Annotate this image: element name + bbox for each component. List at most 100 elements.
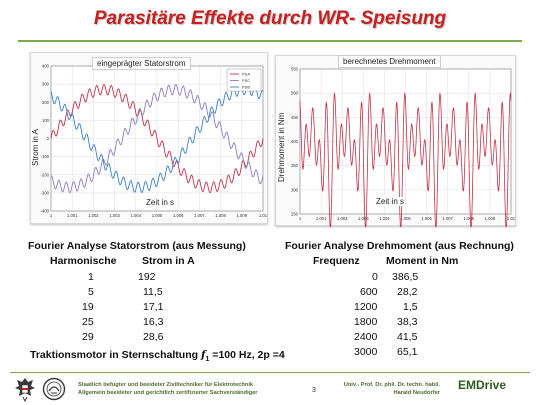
y-tick-label: 350 bbox=[291, 163, 299, 168]
y-tick-label: -200 bbox=[41, 172, 50, 177]
x-tick-label: 1 bbox=[299, 216, 302, 221]
current-v-cell: 11,5 bbox=[143, 286, 163, 298]
footer-author-line2: Harald Neudorfer bbox=[393, 390, 440, 396]
title-divider bbox=[18, 40, 522, 42]
torque-f-cell: 0 bbox=[372, 271, 378, 283]
x-tick-label: 1.001 bbox=[316, 216, 327, 221]
x-tick-label: 1.008 bbox=[215, 213, 226, 218]
x-tick-label: 1.001 bbox=[67, 213, 78, 218]
series-line-torque bbox=[299, 92, 512, 229]
title-band: Parasitäre Effekte durch WR- Speisung bbox=[0, 0, 540, 40]
x-tick-label: 1.004 bbox=[379, 216, 390, 221]
torque-f-cell: 1200 bbox=[354, 301, 378, 313]
torque-col-frequency: Frequenz bbox=[313, 255, 360, 267]
series-line-psa bbox=[50, 83, 264, 194]
y-tick-label: -400 bbox=[41, 209, 50, 214]
torque-table-heading: Fourier Analyse Drehmoment (aus Rechnung… bbox=[285, 240, 514, 252]
torque-plot-frame: 1 1.001 1.002 1.003 1.004 1.005 1.006 1.007 1.00… bbox=[275, 55, 516, 229]
current-h-cell: 25 bbox=[82, 316, 94, 328]
note-prefix: Traktionsmotor in Sternschaltung bbox=[30, 349, 201, 361]
current-col-value: Strom in A bbox=[142, 255, 195, 267]
torque-col-moment: Moment in Nm bbox=[386, 255, 459, 267]
x-tick-label: 1.007 bbox=[194, 213, 205, 218]
x-tick-label: 1.006 bbox=[173, 213, 184, 218]
torque-m-cell: 1,5 bbox=[403, 301, 418, 313]
footer-credentials-line2: Allgemein beeideter und gerichtlich zert… bbox=[78, 390, 258, 396]
y-tick-label: 500 bbox=[291, 91, 299, 96]
y-tick-label: -100 bbox=[41, 154, 50, 159]
note-symbol: f bbox=[200, 349, 206, 361]
page-number: 3 bbox=[312, 387, 316, 394]
torque-m-cell: 41,5 bbox=[397, 331, 418, 343]
series-line-psb bbox=[50, 84, 264, 193]
x-tick-label: 1.004 bbox=[131, 213, 142, 218]
current-table-heading: Fourier Analyse Statorstrom (aus Messung… bbox=[28, 240, 246, 252]
x-tick-label: 1.01 bbox=[507, 216, 516, 221]
y-tick-label: 400 bbox=[291, 139, 299, 144]
footer-author-line1: Univ.- Prof. Dr. phil. Dr. techn. habil. bbox=[343, 382, 440, 388]
torque-m-cell: 28,2 bbox=[397, 286, 418, 298]
torque-m-cell: 38,3 bbox=[397, 316, 418, 328]
torque-f-cell: 3000 bbox=[354, 346, 378, 358]
torque-m-cell: 386,5 bbox=[392, 271, 419, 283]
y-tick-label: 250 bbox=[291, 212, 299, 217]
y-tick-label: 0 bbox=[47, 136, 50, 141]
current-plot-xlabel: Zeit in s bbox=[146, 198, 175, 207]
torque-f-cell: 1800 bbox=[354, 316, 378, 328]
x-tick-label: 1.007 bbox=[442, 216, 453, 221]
motor-config-note: Traktionsmotor in Sternschaltung f1 =100… bbox=[30, 349, 285, 363]
x-tick-label: 1.005 bbox=[400, 216, 411, 221]
torque-m-cell: 65,1 bbox=[397, 346, 418, 358]
x-tick-label: 1.002 bbox=[88, 213, 99, 218]
y-tick-label: -300 bbox=[41, 190, 50, 195]
legend-box bbox=[226, 68, 262, 92]
legend-entry: PSA bbox=[242, 72, 250, 77]
current-h-cell: 5 bbox=[88, 286, 94, 298]
y-tick-label: 300 bbox=[291, 187, 299, 192]
footer-credentials: Staatlich befugter und beeideter Zivilte… bbox=[78, 381, 258, 397]
current-plot-ylabel: Strom in A bbox=[31, 129, 40, 166]
torque-f-cell: 2400 bbox=[354, 331, 378, 343]
torque-plot-caption: berechnetes Drehmoment bbox=[338, 55, 441, 68]
y-tick-label: 200 bbox=[42, 100, 50, 105]
current-fourier-table: Fourier Analyse Statorstrom (aus Messung… bbox=[28, 240, 278, 345]
footer-author: Univ.- Prof. Dr. phil. Dr. techn. habil.… bbox=[330, 381, 440, 397]
brand-logo: EMDrive bbox=[458, 378, 507, 392]
torque-plot-xlabel: Zeit in s bbox=[376, 197, 405, 206]
x-tick-label: 1.003 bbox=[358, 216, 369, 221]
x-tick-label: 1.008 bbox=[464, 216, 475, 221]
y-tick-label: 450 bbox=[291, 115, 299, 120]
y-tick-label: 300 bbox=[42, 82, 50, 87]
series-line-psc bbox=[50, 84, 264, 193]
legend-entry: PSB bbox=[242, 85, 250, 90]
footer-credentials-line1: Staatlich befugter und beeideter Zivilte… bbox=[78, 382, 254, 388]
austrian-eagle-seal-icon bbox=[15, 378, 35, 402]
current-h-cell: 29 bbox=[82, 331, 94, 343]
torque-f-cell: 600 bbox=[360, 286, 378, 298]
current-plot-caption: eingeprägter Statorstrom bbox=[92, 57, 191, 70]
current-v-cell: 28,6 bbox=[143, 331, 164, 343]
x-tick-label: 1.002 bbox=[337, 216, 348, 221]
current-col-harmonic: Harmonische bbox=[50, 255, 117, 267]
current-v-cell: 17,1 bbox=[143, 301, 164, 313]
y-tick-label: 400 bbox=[42, 64, 50, 69]
note-suffix: =100 Hz, 2p =4 bbox=[209, 349, 285, 361]
x-tick-label: 1 bbox=[50, 213, 53, 218]
x-tick-label: 1.005 bbox=[152, 213, 163, 218]
x-tick-label: 1.009 bbox=[237, 213, 248, 218]
torque-fourier-table: Fourier Analyse Drehmoment (aus Rechnung… bbox=[285, 240, 530, 365]
current-plot-frame: 1 1.001 1.002 1.003 1.004 1.005 1.006 1.007 1.00… bbox=[30, 52, 268, 224]
engineer-seal-icon bbox=[42, 377, 66, 401]
torque-chart: 1 1.001 1.002 1.003 1.004 1.005 1.006 1.007 1.00… bbox=[291, 67, 516, 229]
x-tick-label: 1.009 bbox=[485, 216, 496, 221]
torque-plot-ylabel: Drehmoment in Nm bbox=[277, 112, 286, 182]
y-tick-label: 100 bbox=[42, 118, 50, 123]
current-h-cell: 1 bbox=[88, 271, 94, 283]
legend-entry: PSC bbox=[242, 78, 250, 83]
current-v-cell: 16,3 bbox=[143, 316, 164, 328]
current-chart: 1 1.001 1.002 1.003 1.004 1.005 1.006 1.007 1.00… bbox=[41, 64, 268, 219]
x-tick-label: 1.006 bbox=[421, 216, 432, 221]
current-h-cell: 19 bbox=[82, 301, 94, 313]
